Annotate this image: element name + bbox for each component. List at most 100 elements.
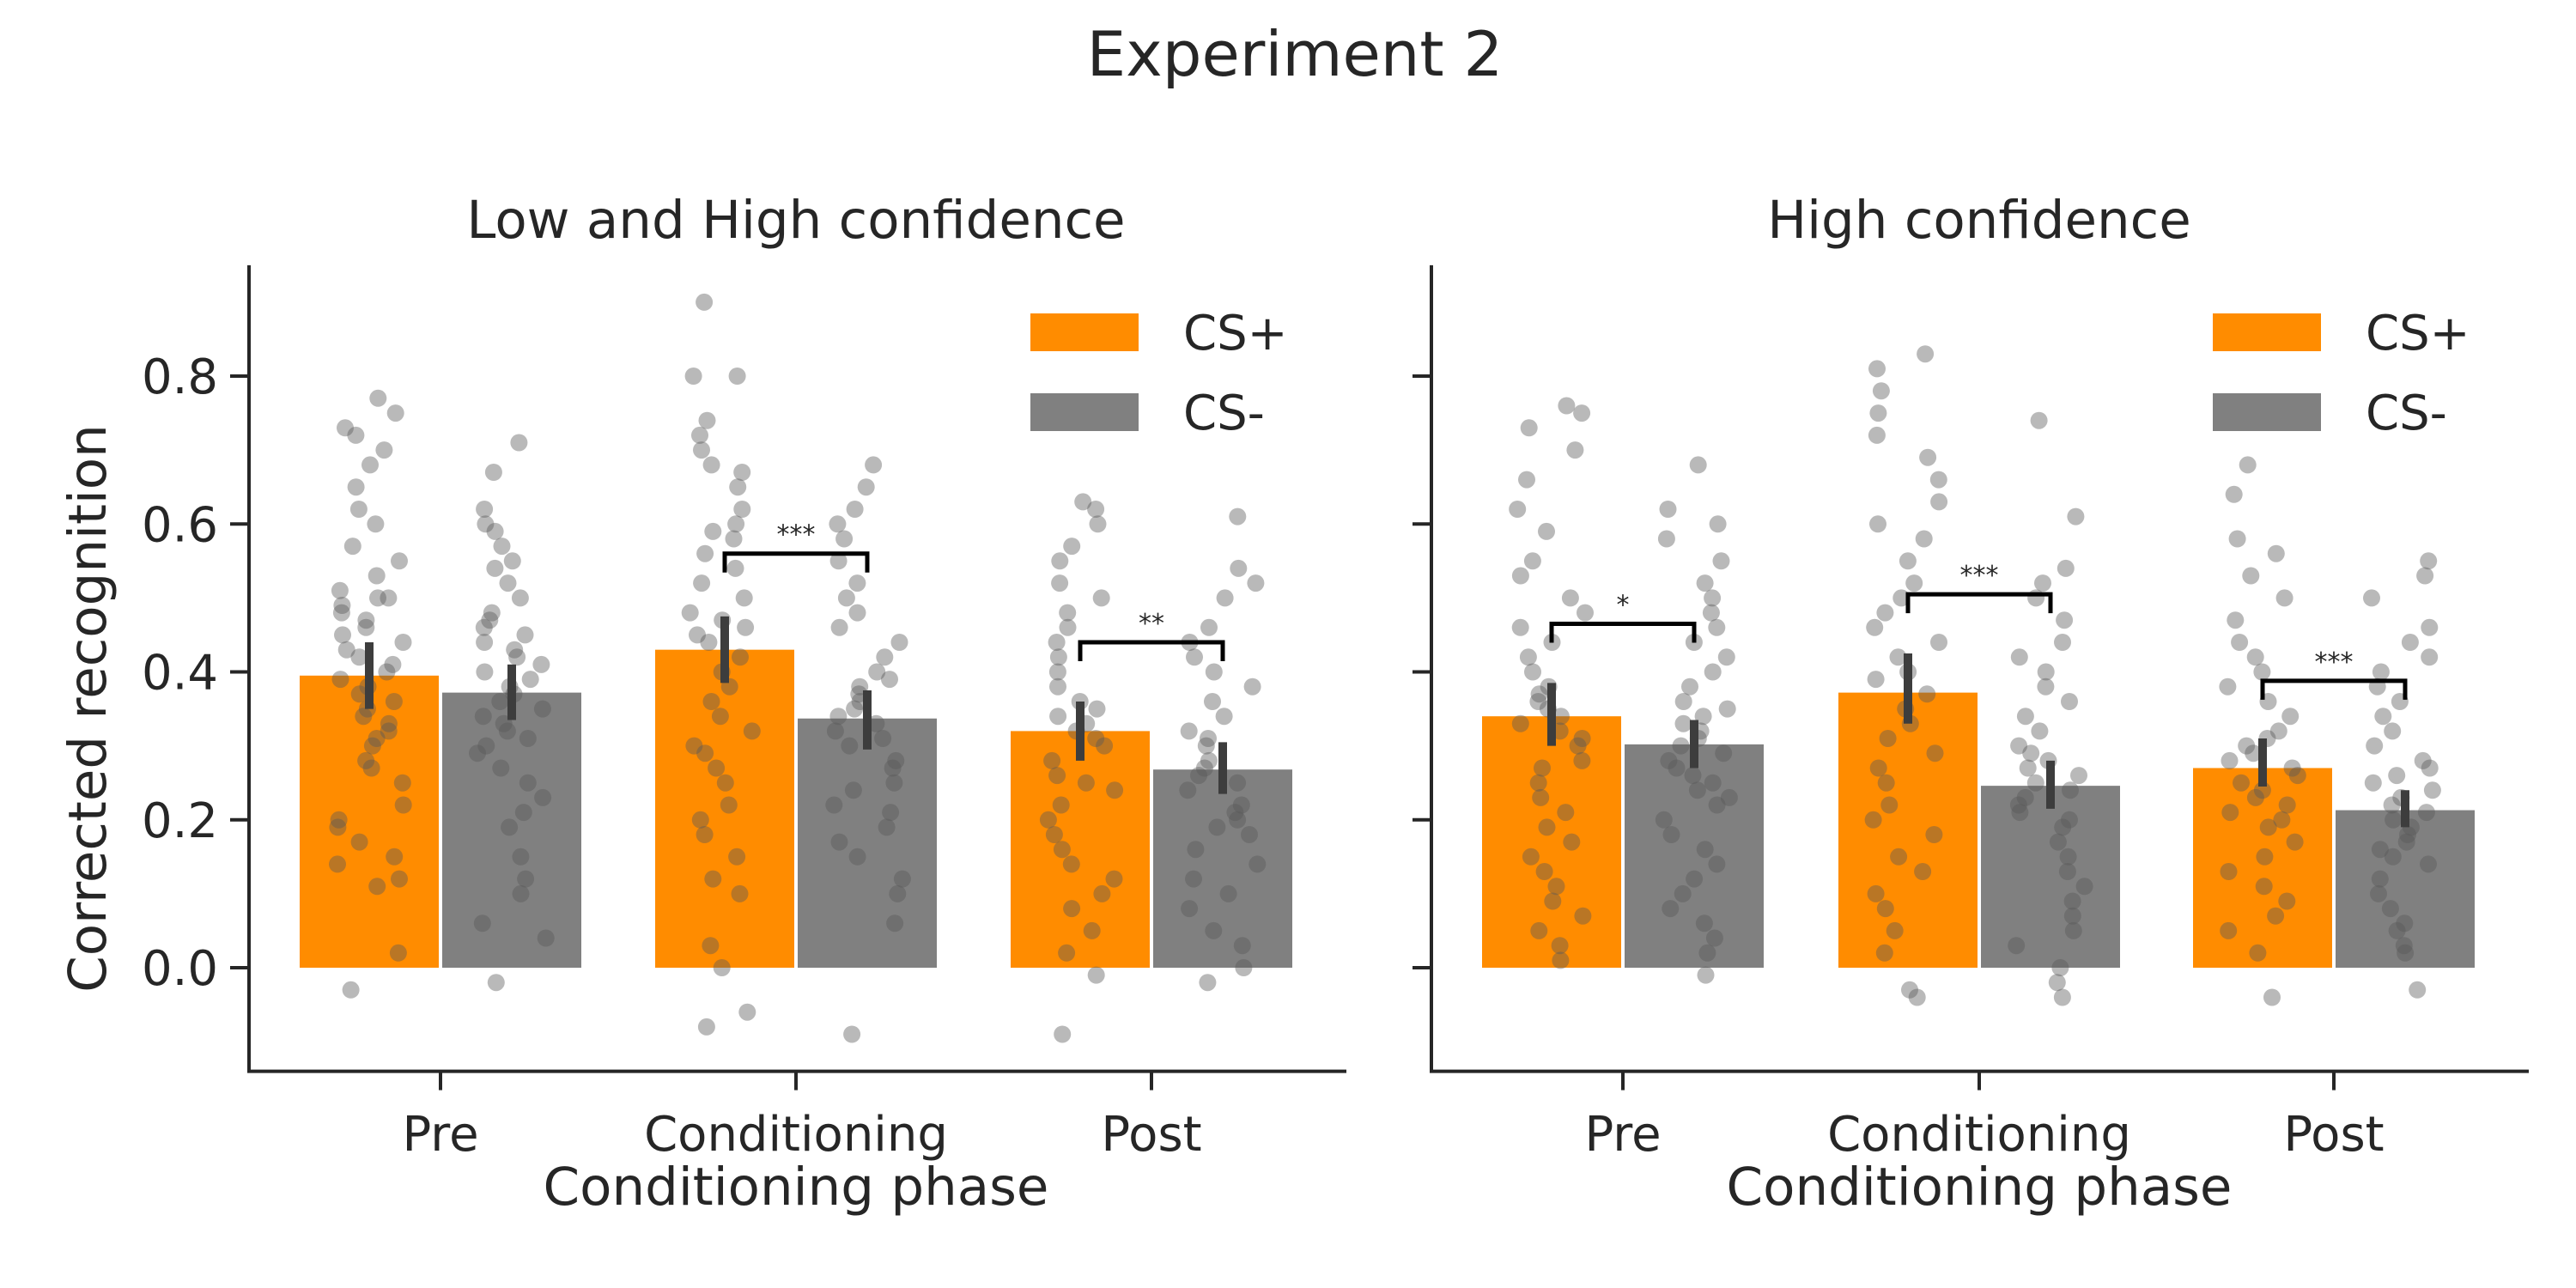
data-point — [1241, 826, 1258, 843]
data-point — [829, 552, 848, 570]
data-point — [1914, 863, 1932, 880]
data-point — [830, 833, 848, 851]
data-point — [1868, 426, 1886, 444]
bar-csminus-conditioning — [798, 718, 937, 968]
data-point — [510, 434, 528, 452]
data-point — [2263, 988, 2281, 1006]
data-point — [2245, 744, 2263, 762]
data-point — [1063, 538, 1081, 556]
data-point — [1229, 774, 1247, 792]
data-point — [486, 522, 504, 540]
data-point — [2371, 841, 2389, 859]
data-point — [1523, 552, 1541, 570]
data-point — [533, 700, 551, 718]
data-point — [1530, 921, 1548, 939]
data-point — [329, 855, 346, 873]
data-point — [2061, 811, 2078, 829]
data-point — [1890, 848, 1908, 866]
data-point — [1197, 737, 1215, 755]
data-point — [1869, 759, 1887, 777]
data-point — [1869, 515, 1886, 533]
data-point — [1045, 826, 1063, 843]
data-point — [844, 781, 862, 799]
data-point — [2026, 774, 2044, 792]
data-point — [868, 663, 886, 681]
data-point — [737, 618, 755, 636]
data-point — [1709, 515, 1727, 533]
data-point — [519, 774, 537, 792]
data-point — [890, 634, 908, 651]
data-point — [830, 618, 848, 636]
data-point — [1062, 855, 1080, 873]
data-point — [389, 944, 407, 962]
data-point — [2416, 567, 2434, 585]
data-point — [343, 538, 361, 556]
x-tick-label: Post — [2283, 1107, 2384, 1163]
data-point — [1866, 618, 1884, 636]
data-point — [1199, 974, 1217, 992]
data-point — [2220, 863, 2238, 880]
panel-high-confidence: High confidence Pre Conditioning Post ****… — [1413, 190, 2529, 1218]
data-point — [1686, 870, 1704, 888]
legend: CS+ CS- — [1030, 306, 1288, 441]
data-point — [2286, 833, 2304, 851]
data-point — [2057, 559, 2075, 577]
data-point — [720, 796, 738, 814]
data-point — [1511, 618, 1529, 636]
data-point — [1929, 471, 1947, 489]
data-point — [1715, 744, 1733, 762]
data-point — [698, 411, 716, 429]
data-point — [848, 604, 866, 622]
bar-csplus-post — [2193, 768, 2332, 968]
data-point — [1684, 767, 1702, 785]
data-point — [1717, 648, 1735, 666]
data-point — [2267, 907, 2285, 925]
data-point — [475, 618, 493, 636]
data-point — [1695, 914, 1713, 933]
data-point — [1655, 811, 1673, 829]
data-point — [696, 544, 714, 562]
y-tick-label: 0.6 — [142, 497, 218, 553]
data-point — [884, 759, 902, 777]
axes: Pre Conditioning Post — [1413, 264, 2529, 1163]
data-point — [1708, 855, 1726, 873]
data-point — [1864, 811, 1882, 829]
data-point — [1657, 530, 1675, 548]
data-point — [2414, 751, 2432, 769]
data-point — [1876, 900, 1894, 918]
data-point — [1557, 804, 1575, 822]
data-point — [708, 759, 726, 777]
data-point — [393, 774, 411, 792]
data-point — [704, 870, 722, 888]
data-point — [893, 870, 911, 888]
data-point — [476, 501, 494, 518]
data-point — [689, 626, 706, 644]
data-point — [486, 559, 504, 577]
data-point — [499, 574, 517, 592]
data-point — [1702, 604, 1720, 622]
x-axis-label: Conditioning phase — [544, 1157, 1049, 1218]
data-point — [1049, 677, 1066, 696]
data-point — [727, 515, 745, 533]
data-point — [1043, 751, 1061, 769]
data-point — [342, 981, 360, 999]
data-point — [726, 559, 744, 577]
data-point — [394, 796, 412, 814]
data-point — [1915, 530, 1933, 548]
data-point — [1088, 700, 1106, 718]
data-point — [1096, 737, 1114, 755]
x-tick-label: Conditioning — [1827, 1107, 2131, 1163]
data-point — [1089, 515, 1107, 533]
data-point — [876, 648, 894, 666]
data-point — [1092, 589, 1110, 607]
panel-low-and-high-confidence: Low and High confidence Corrected recogn… — [58, 190, 1346, 1218]
data-point — [2231, 634, 2249, 651]
data-point — [2384, 722, 2402, 740]
data-point — [2409, 981, 2427, 999]
data-point — [2008, 937, 2026, 955]
data-point — [1216, 589, 1234, 607]
data-point — [704, 522, 722, 540]
data-point — [1048, 634, 1066, 651]
data-point — [1195, 759, 1213, 777]
data-point — [1566, 441, 1584, 459]
